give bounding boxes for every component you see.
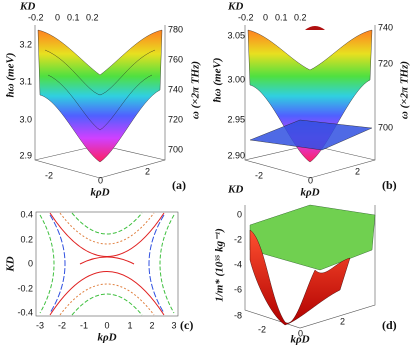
bottom-axis-title: kρD (300, 187, 319, 199)
surface (37, 29, 163, 163)
bottom-tick: -3 (36, 320, 44, 330)
right-tick: 720 (168, 114, 183, 124)
contours (39, 212, 175, 316)
bottom-tick: -2 (58, 320, 66, 330)
top-tick: 0.2 (86, 12, 99, 22)
left-tick: 0.4 (20, 209, 33, 219)
bottom-tick: -1 (80, 320, 88, 330)
left-tick: 0 (28, 258, 33, 268)
bottom-tick: -2 (258, 324, 266, 334)
top-axis-title: KD (19, 1, 35, 13)
bottom-tick: -2 (45, 170, 53, 180)
left-axis-title: 1/m* (10³⁵ kg⁻¹) (214, 228, 226, 302)
bottom-tick: 1 (127, 320, 132, 330)
right-tick: 780 (168, 24, 183, 34)
plot-frame (35, 211, 179, 317)
panel-label: (b) (382, 178, 397, 192)
plane (249, 204, 376, 271)
bottom-tick: 2 (355, 166, 360, 176)
left-tick: 3.0 (19, 114, 32, 124)
top-tick: -0.2 (28, 12, 44, 22)
left-tick: 3.2 (19, 39, 32, 49)
right-tick: 700 (378, 122, 393, 132)
surface-top (305, 26, 325, 30)
left-tick: -0.2 (17, 283, 33, 293)
panel-label: (c) (180, 318, 193, 332)
left-tick: 2.9 (19, 150, 32, 160)
left-tick: 3.00 (227, 74, 245, 84)
left-axis-title: KD (5, 256, 17, 272)
top-tick: 0 (263, 12, 268, 22)
left-tick: 3.1 (19, 76, 32, 86)
top-axis-title: KD (227, 184, 243, 196)
right-tick: 740 (378, 22, 393, 32)
top-tick: 0.1 (275, 12, 288, 22)
right-tick: 760 (168, 54, 183, 64)
top-axis-title: KD (227, 1, 243, 13)
bottom-tick: 2 (149, 320, 154, 330)
left-tick: 3.05 (227, 30, 245, 40)
right-tick: 720 (378, 58, 393, 68)
left-axis-title: ħω (meV) (212, 58, 224, 103)
bottom-tick: 0 (308, 175, 313, 185)
left-tick: -6 (234, 284, 242, 294)
box (244, 205, 376, 329)
bottom-tick: 2 (145, 166, 150, 176)
left-tick: -8 (234, 310, 242, 320)
left-tick: 2.95 (227, 114, 245, 124)
left-tick: -4 (234, 259, 242, 269)
right-axis-title: ω (×2π THz) (190, 61, 202, 119)
panel-c: KD 0.4 0.2 0 -0.2 -0.4 -3 -2 -1 0 1 2 3 … (5, 209, 194, 343)
surface (249, 229, 351, 326)
top-tick: 0 (55, 12, 60, 22)
right-tick: 740 (168, 84, 183, 94)
left-tick: 0.2 (20, 234, 33, 244)
panel-b: KD -0.2 0 0.1 0.2 ħω (meV) 3.05 3.00 2.9… (212, 1, 411, 199)
panel-label: (a) (172, 178, 186, 192)
top-tick: -0.2 (238, 12, 254, 22)
right-tick: 700 (168, 144, 183, 154)
panel-label: (d) (382, 318, 397, 332)
top-tick: 0.2 (294, 12, 307, 22)
plane (249, 119, 373, 151)
left-tick: -0.4 (17, 307, 33, 317)
left-tick: -2 (234, 234, 242, 244)
bottom-tick: 3 (171, 320, 176, 330)
left-tick: 2.90 (227, 150, 245, 160)
top-tick: 0.1 (67, 12, 80, 22)
left-axis-title: ħω (meV) (5, 53, 17, 98)
bottom-tick: 0 (298, 328, 303, 338)
bottom-tick: 0 (104, 320, 109, 330)
panel-d: KD 1/m* (10³⁵ kg⁻¹) 0 -2 -4 -6 -8 -2 0 2… (214, 184, 397, 345)
left-tick: 0 (237, 209, 242, 219)
bottom-axis-title: kρD (90, 187, 109, 199)
bottom-axis-title: kρD (97, 332, 116, 344)
right-axis-title: ω (×2π THz) (399, 61, 411, 119)
bottom-axis-title: kρD (290, 334, 309, 345)
panel-a: KD -0.2 0 0.1 0.2 ħω (meV) 3.2 3.1 3.0 2… (5, 1, 202, 199)
bottom-tick: 2 (340, 316, 345, 326)
mesh (44, 49, 156, 131)
bottom-tick: -2 (255, 170, 263, 180)
bottom-tick: 0 (98, 175, 103, 185)
